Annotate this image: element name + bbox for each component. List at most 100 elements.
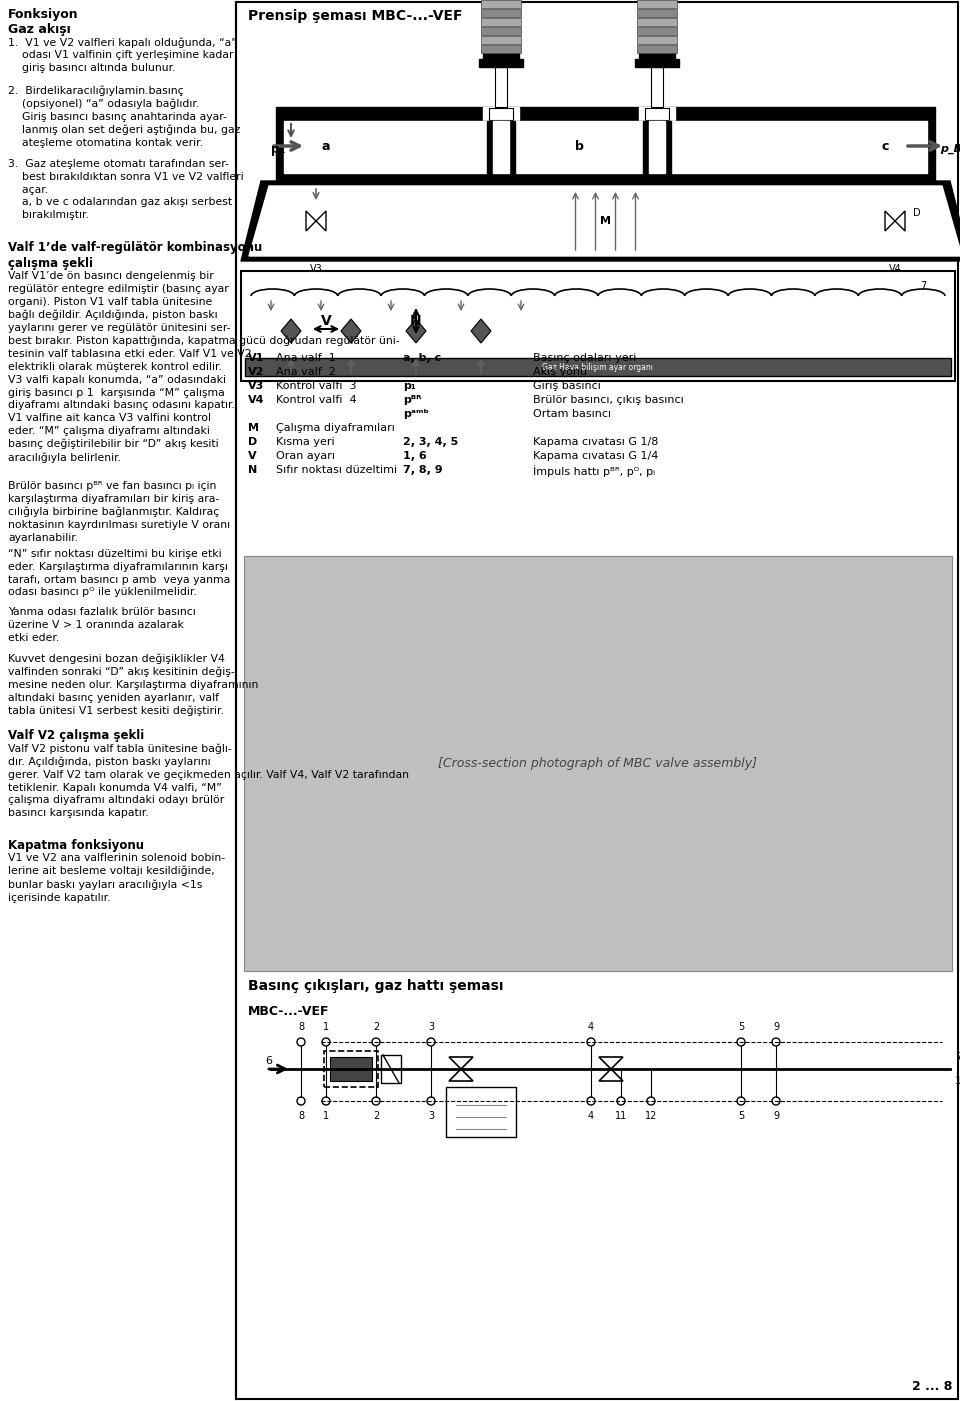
Bar [651, 67, 663, 106]
Bar [236, 1, 958, 1400]
Text: 6: 6 [266, 1056, 273, 1066]
Text: Valf 1’de valf-regülätör kombinasyonu
çalışma şekli: Valf 1’de valf-regülätör kombinasyonu ça… [8, 241, 262, 270]
Text: 7, 8, 9: 7, 8, 9 [403, 465, 443, 475]
Text: D: D [248, 437, 257, 447]
Text: 2, 3, 4, 5: 2, 3, 4, 5 [403, 437, 458, 447]
Circle shape [427, 1097, 435, 1105]
Text: Fonksiyon: Fonksiyon [8, 8, 79, 21]
Polygon shape [449, 1056, 473, 1069]
Circle shape [617, 1097, 625, 1105]
Bar [330, 1056, 372, 1082]
Text: 3: 3 [428, 1111, 434, 1121]
Text: N: N [410, 314, 421, 328]
Text: 11: 11 [614, 1111, 627, 1121]
Bar [481, 36, 521, 43]
Circle shape [587, 1097, 595, 1105]
Bar [649, 120, 665, 172]
Polygon shape [306, 212, 316, 231]
Text: Valf V2 çalışma şekli: Valf V2 çalışma şekli [8, 729, 144, 743]
Text: Giriş basıncı: Giriş basıncı [533, 381, 601, 391]
Bar [481, 45, 521, 53]
Text: M: M [600, 216, 611, 226]
Polygon shape [249, 186, 960, 256]
Bar [637, 36, 677, 43]
Polygon shape [471, 319, 491, 343]
Text: 2: 2 [372, 1111, 379, 1121]
Text: p₁: p₁ [403, 381, 416, 391]
Bar [637, 27, 677, 35]
Text: Ana valf  1: Ana valf 1 [276, 353, 336, 363]
Text: D: D [913, 207, 921, 219]
Bar [488, 120, 516, 181]
Polygon shape [885, 212, 895, 231]
Text: Oran ayarı: Oran ayarı [276, 451, 335, 461]
Text: Kuvvet dengesini bozan değişiklikler V4
valfinden sonraki “D” akış kesitinin değ: Kuvvet dengesini bozan değişiklikler V4 … [8, 653, 258, 716]
Bar [493, 120, 509, 172]
Text: 2.  Birdelikaracılığıylamin.basınç
    (opsiyonel) “a” odasıyla bağlıdır.
    Gi: 2. Birdelikaracılığıylamin.basınç (opsiy… [8, 85, 240, 149]
Circle shape [297, 1038, 305, 1047]
Text: Valf V2 pistonu valf tabla ünitesine bağlı-
dır. Açıldığında, piston baskı yayla: Valf V2 pistonu valf tabla ünitesine bağ… [8, 743, 409, 818]
Text: Çalışma diyaframıları: Çalışma diyaframıları [276, 423, 395, 433]
Text: Kapatma fonksiyonu: Kapatma fonksiyonu [8, 839, 144, 852]
Bar [481, 0, 521, 8]
Circle shape [297, 1097, 305, 1105]
Polygon shape [599, 1069, 623, 1082]
Text: “N” sıfır noktası düzeltimi bu kirişe etki
eder. Karşılaştırma diyaframılarının : “N” sıfır noktası düzeltimi bu kirişe et… [8, 549, 230, 597]
Circle shape [587, 1038, 595, 1047]
Circle shape [772, 1038, 780, 1047]
Text: Ortam basıncı: Ortam basıncı [533, 409, 612, 419]
Text: p₁: p₁ [271, 143, 285, 156]
Bar [241, 270, 955, 381]
Text: Brülör basıncı, çıkış basıncı: Brülör basıncı, çıkış basıncı [533, 395, 684, 405]
Text: Brülör basıncı pᴮᴿ ve fan basıncı pₗ için
karşılaştırma diyaframıları bir kiriş : Brülör basıncı pᴮᴿ ve fan basıncı pₗ içi… [8, 481, 230, 542]
Text: Valf V1’de ön basıncı dengelenmiş bir
regülätör entegre edilmiştir (basınç ayar
: Valf V1’de ön basıncı dengelenmiş bir re… [8, 270, 399, 462]
Bar [481, 8, 521, 17]
Polygon shape [895, 212, 905, 231]
Bar [245, 359, 951, 375]
Bar [490, 108, 514, 120]
Text: 1: 1 [323, 1021, 329, 1033]
Text: V: V [321, 314, 331, 328]
Text: 10: 10 [955, 1076, 960, 1086]
Text: 4: 4 [588, 1111, 594, 1121]
Bar [481, 27, 521, 35]
Bar [324, 1051, 378, 1087]
Text: V1 ve V2 ana valflerinin solenoid bobin-
lerine ait besleme voltajı kesildiğinde: V1 ve V2 ana valflerinin solenoid bobin-… [8, 853, 226, 902]
Text: 12: 12 [645, 1111, 658, 1121]
Text: N: N [248, 465, 257, 475]
Text: Gaz akışı: Gaz akışı [8, 22, 71, 36]
Polygon shape [281, 319, 301, 343]
Text: Basınç çıkışları, gaz hattı şeması: Basınç çıkışları, gaz hattı şeması [248, 979, 503, 993]
Bar [244, 556, 952, 971]
Text: Kontrol valfi  3: Kontrol valfi 3 [276, 381, 356, 391]
Bar [637, 0, 677, 8]
Text: b: b [575, 140, 584, 153]
Text: [Cross-section photograph of MBC valve assembly]: [Cross-section photograph of MBC valve a… [439, 757, 757, 771]
Text: M: M [248, 423, 259, 433]
Text: Basınç odaları yeri: Basınç odaları yeri [533, 353, 636, 363]
Polygon shape [341, 319, 361, 343]
Text: a, b, c: a, b, c [403, 353, 442, 363]
Bar [495, 67, 507, 106]
Text: 4: 4 [588, 1021, 594, 1033]
Text: 5: 5 [738, 1111, 744, 1121]
Polygon shape [599, 1056, 623, 1069]
Polygon shape [449, 1069, 473, 1082]
Bar [639, 106, 675, 120]
Text: pᵃᵐᵇ: pᵃᵐᵇ [403, 409, 429, 419]
Bar [636, 59, 680, 67]
Text: 1, 6: 1, 6 [403, 451, 427, 461]
Text: Kapama cıvatası G 1/8: Kapama cıvatası G 1/8 [533, 437, 659, 447]
Bar [483, 106, 519, 120]
Bar [637, 8, 677, 17]
Circle shape [737, 1097, 745, 1105]
Bar [645, 108, 669, 120]
Polygon shape [406, 319, 426, 343]
Bar [284, 120, 927, 172]
Text: 3: 3 [428, 1021, 434, 1033]
Text: 8: 8 [298, 1111, 304, 1121]
Text: c: c [881, 140, 889, 153]
Text: 3.  Gaz ateşleme otomatı tarafından ser-
    best bırakıldıktan sonra V1 ve V2 v: 3. Gaz ateşleme otomatı tarafından ser- … [8, 158, 244, 220]
Text: Kontrol valfi  4: Kontrol valfi 4 [276, 395, 356, 405]
Text: pᴮᴿ: pᴮᴿ [403, 395, 421, 405]
